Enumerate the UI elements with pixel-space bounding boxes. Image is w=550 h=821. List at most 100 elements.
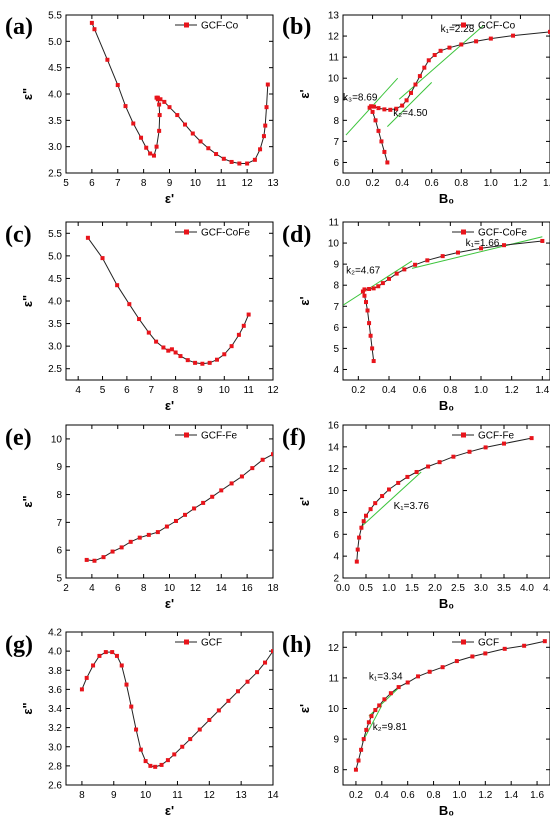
- data-point: [483, 651, 488, 656]
- x-tick-label: 7: [148, 385, 154, 396]
- data-point: [91, 663, 96, 668]
- y-tick-label: 4: [333, 365, 339, 376]
- y-tick-label: 9: [333, 735, 339, 746]
- data-point: [502, 243, 506, 248]
- y-axis-label: ε': [297, 704, 312, 713]
- y-tick-label: 9: [333, 95, 339, 106]
- y-tick-label: 7: [56, 518, 62, 529]
- chart-panel: (e) 2 4 6 8 10 12 14 16 18 5 6 7 8 9 10 ε' ε" GCF-Fe: [5, 424, 279, 611]
- data-point: [239, 474, 244, 479]
- plot-area: [79, 649, 273, 769]
- y-axis-label: ε": [20, 88, 35, 100]
- fit-annotation: K₁=3.76: [394, 501, 430, 512]
- y-tick-label: 4.0: [48, 647, 62, 658]
- data-point: [85, 235, 90, 240]
- data-point: [151, 153, 156, 158]
- data-point: [356, 758, 361, 763]
- y-tick-label: 3.5: [48, 116, 62, 127]
- legend: GCF-Co: [175, 21, 239, 32]
- x-tick-label: 0.4: [375, 790, 389, 801]
- data-point: [236, 332, 241, 337]
- data-point: [167, 105, 172, 110]
- y-tick-label: 10: [51, 434, 63, 445]
- x-tick-label: 18: [267, 583, 279, 594]
- data-point: [134, 727, 139, 732]
- legend-label: GCF-Co: [478, 21, 516, 32]
- data-point: [127, 302, 132, 307]
- panel-label: (e): [5, 425, 32, 451]
- data-point: [210, 494, 215, 499]
- legend: GCF-CoFe: [175, 228, 250, 239]
- x-axis-label: ε': [165, 596, 174, 611]
- data-point: [84, 557, 89, 562]
- fit-line: [361, 705, 383, 743]
- x-tick-label: 1.4: [504, 790, 518, 801]
- data-point: [388, 691, 393, 696]
- data-point: [382, 149, 387, 154]
- data-point: [479, 246, 483, 251]
- x-tick-label: 0.6: [401, 790, 415, 801]
- x-tick-label: 8: [141, 583, 147, 594]
- fit-annotation: k₂=4.67: [346, 266, 381, 277]
- data-point: [154, 339, 159, 344]
- y-tick-label: 3.2: [48, 723, 62, 734]
- data-point: [144, 145, 149, 150]
- x-tick-label: 14: [216, 583, 228, 594]
- data-point: [260, 457, 265, 462]
- data-point: [235, 689, 240, 694]
- legend-marker: [461, 639, 466, 645]
- data-point: [162, 99, 167, 104]
- y-tick-label: 10: [328, 486, 340, 497]
- data-point: [422, 65, 427, 70]
- y-tick-label: 12: [328, 32, 340, 43]
- y-tick-label: 4.0: [48, 90, 62, 101]
- data-point: [413, 82, 418, 87]
- data-point: [368, 507, 373, 512]
- x-tick-label: 8: [173, 385, 179, 396]
- fit-line: [361, 471, 422, 528]
- y-tick-label: 7: [333, 137, 339, 148]
- x-tick-label: 13: [236, 790, 248, 801]
- data-point: [166, 348, 171, 353]
- data-point: [425, 258, 430, 263]
- data-point: [263, 660, 268, 665]
- x-tick-label: 0.8: [427, 790, 441, 801]
- y-tick-label: 4.2: [48, 628, 62, 639]
- plot-area: [85, 235, 251, 366]
- data-point: [100, 256, 105, 261]
- data-point: [154, 144, 159, 149]
- x-tick-label: 1.0: [452, 790, 466, 801]
- data-point: [92, 27, 97, 32]
- x-tick-label: 1.2: [513, 178, 527, 189]
- data-point: [261, 134, 266, 139]
- x-tick-label: 0.6: [413, 385, 427, 396]
- data-point: [382, 107, 387, 112]
- y-tick-label: 3.8: [48, 666, 62, 677]
- data-point: [376, 284, 381, 289]
- chart-panel: (c) 4 5 6 7 8 9 10 11 12 2.5 3.0 3.5 4.0 4.5 5.0 5.5 ε' ε"…: [5, 221, 279, 413]
- y-tick-label: 2.6: [48, 781, 62, 792]
- data-point: [183, 122, 188, 127]
- data-point: [364, 727, 369, 732]
- data-point: [483, 445, 488, 450]
- y-tick-label: 8: [333, 281, 339, 292]
- data-point: [456, 250, 460, 255]
- y-tick-label: 2.5: [48, 169, 62, 180]
- legend-marker: [184, 432, 189, 438]
- x-tick-label: 0.2: [366, 178, 380, 189]
- data-point: [197, 727, 202, 732]
- legend-marker: [184, 229, 189, 235]
- data-point: [173, 518, 178, 523]
- x-tick-label: 11: [216, 178, 227, 189]
- data-point: [200, 361, 205, 366]
- data-point: [474, 39, 479, 44]
- data-point: [226, 698, 231, 703]
- data-point: [89, 20, 94, 25]
- data-point: [221, 156, 226, 161]
- data-point: [405, 474, 410, 479]
- chart-panel: (d) 0.2 0.4 0.6 0.8 1.0 1.2 1.4 4 5 6 7 8 9 10 11 B₀ ε' k₁…: [282, 218, 550, 413]
- data-point: [432, 53, 437, 58]
- data-point: [128, 539, 133, 544]
- y-tick-label: 3.4: [48, 704, 62, 715]
